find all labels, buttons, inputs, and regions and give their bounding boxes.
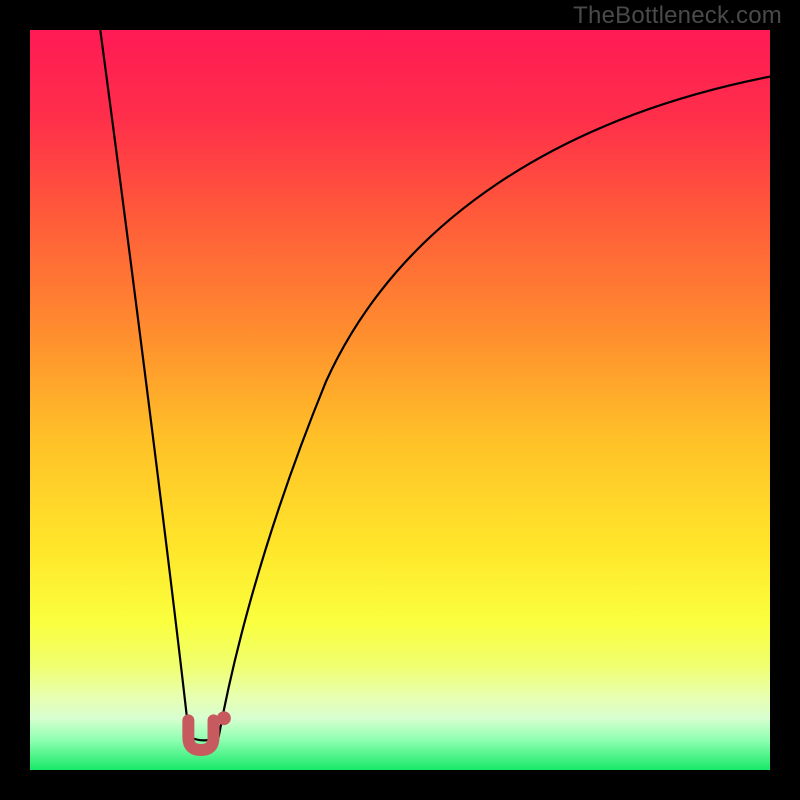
curve-layer bbox=[30, 30, 770, 770]
bottleneck-curve bbox=[100, 30, 770, 740]
watermark-text: TheBottleneck.com bbox=[573, 2, 782, 30]
notch-u-marker bbox=[188, 720, 213, 750]
outer-frame: TheBottleneck.com bbox=[0, 0, 800, 800]
notch-dot-marker bbox=[217, 711, 231, 725]
plot-area bbox=[30, 30, 770, 770]
